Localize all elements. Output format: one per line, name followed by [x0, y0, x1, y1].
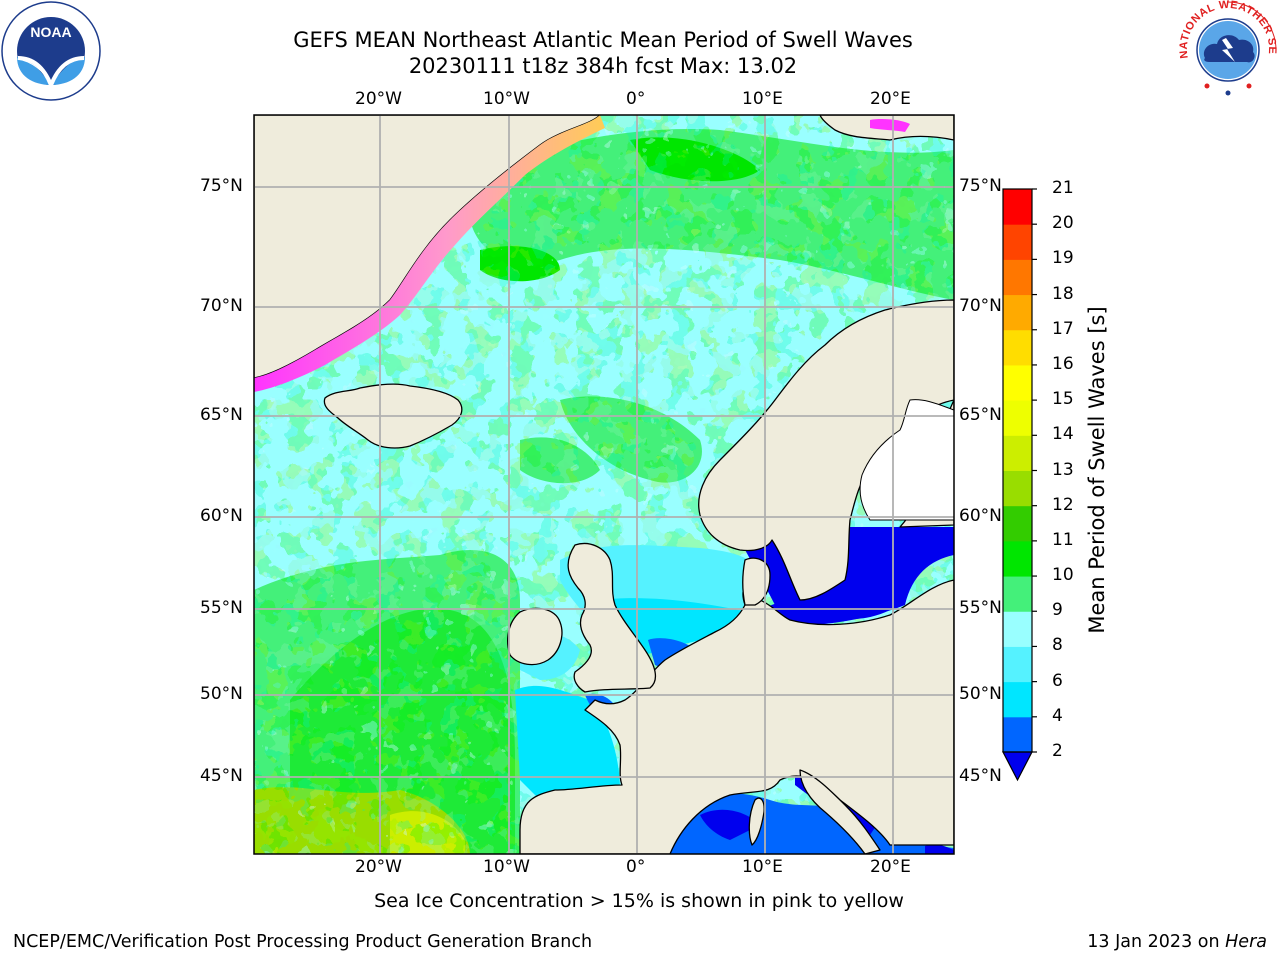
lon-label-top-0: 0°	[626, 89, 646, 109]
colorbar-tick-label: 10	[1052, 565, 1074, 586]
lon-label-top-10w: 10°W	[483, 89, 530, 109]
colorbar-segment	[1003, 189, 1032, 225]
colorbar-segment	[1003, 540, 1032, 577]
noaa-logo: NOAA	[1, 1, 101, 101]
lat-label-right-75n: 75°N	[959, 176, 1002, 196]
credit-date: 13 Jan 2023 on	[1087, 932, 1226, 952]
lat-label-left-45n: 45°N	[200, 766, 243, 786]
colorbar-segment	[1003, 294, 1032, 331]
colorbar-segment	[1003, 224, 1032, 260]
colorbar-segment	[1003, 329, 1032, 366]
chart-title-line2: 20230111 t18z 384h fcst Max: 13.02	[408, 54, 798, 78]
lon-label-bottom-10w: 10°W	[483, 857, 530, 877]
sea-ice-note: Sea Ice Concentration > 15% is shown in …	[374, 890, 904, 912]
colorbar-segment	[1003, 646, 1032, 683]
colorbar-segment	[1003, 505, 1032, 542]
colorbar-tick-label: 15	[1052, 389, 1074, 410]
colorbar-label: Mean Period of Swell Waves [s]	[1085, 306, 1109, 634]
lat-label-left-60n: 60°N	[200, 506, 243, 526]
lat-label-left-55n: 55°N	[200, 598, 243, 618]
credit-right: 13 Jan 2023 on Hera	[1087, 932, 1267, 952]
colorbar-tick-label: 13	[1052, 459, 1074, 480]
colorbar-tick-label: 18	[1052, 283, 1074, 304]
colorbar-segment	[1003, 470, 1032, 507]
wave-field	[254, 115, 954, 854]
colorbar-segment	[1003, 364, 1032, 401]
lon-label-top-10e: 10°E	[742, 89, 783, 109]
lon-label-bottom-0: 0°	[626, 857, 646, 877]
lat-label-right-50n: 50°N	[959, 684, 1002, 704]
colorbar-segment	[1003, 716, 1032, 753]
colorbar-tick-label: 12	[1052, 494, 1074, 515]
colorbar-tick-label: 16	[1052, 353, 1074, 374]
colorbar-tick-label: 20	[1052, 213, 1074, 234]
lat-label-right-65n: 65°N	[959, 405, 1002, 425]
colorbar-tick-label: 6	[1052, 670, 1063, 691]
colorbar-tick-label: 9	[1052, 600, 1063, 621]
colorbar-tick-label: 4	[1052, 705, 1063, 726]
lat-label-left-65n: 65°N	[200, 405, 243, 425]
lon-label-bottom-10e: 10°E	[742, 857, 783, 877]
colorbar-tick-label: 14	[1052, 424, 1074, 445]
lon-label-bottom-20w: 20°W	[355, 857, 402, 877]
colorbar-tick-label: 17	[1052, 318, 1074, 339]
colorbar-tick-label: 2	[1052, 741, 1063, 761]
noaa-logo-text: NOAA	[30, 24, 72, 40]
lat-label-right-60n: 60°N	[959, 506, 1002, 526]
lon-label-top-20e: 20°E	[870, 89, 911, 109]
chart-title-line1: GEFS MEAN Northeast Atlantic Mean Period…	[293, 28, 913, 52]
lat-label-right-45n: 45°N	[959, 766, 1002, 786]
map-frame	[253, 114, 955, 855]
colorbar-tick-label: 21	[1052, 178, 1074, 198]
colorbar-segment	[1003, 400, 1032, 436]
colorbar-segment	[1003, 681, 1032, 718]
lat-label-left-70n: 70°N	[200, 296, 243, 316]
graticule	[254, 115, 954, 854]
colorbar-segment	[1003, 611, 1032, 647]
lon-label-bottom-20e: 20°E	[870, 857, 911, 877]
colorbar-tick-label: 19	[1052, 248, 1074, 269]
colorbar-segment	[1003, 435, 1032, 471]
nws-logo: NATIONAL WEATHER SERVICE	[1173, 0, 1279, 100]
lat-label-right-70n: 70°N	[959, 296, 1002, 316]
lon-label-top-20w: 20°W	[355, 89, 402, 109]
lat-label-right-55n: 55°N	[959, 598, 1002, 618]
credit-left: NCEP/EMC/Verification Post Processing Pr…	[13, 932, 593, 952]
colorbar-segment	[1003, 576, 1032, 612]
colorbar-under-arrow	[1003, 752, 1032, 780]
lat-label-left-75n: 75°N	[200, 176, 243, 196]
colorbar-tick-label: 8	[1052, 635, 1063, 656]
colorbar-segment	[1003, 259, 1032, 296]
lat-label-left-50n: 50°N	[200, 684, 243, 704]
credit-machine: Hera	[1225, 932, 1267, 952]
land	[254, 115, 954, 854]
colorbar-tick-label: 11	[1052, 529, 1074, 550]
